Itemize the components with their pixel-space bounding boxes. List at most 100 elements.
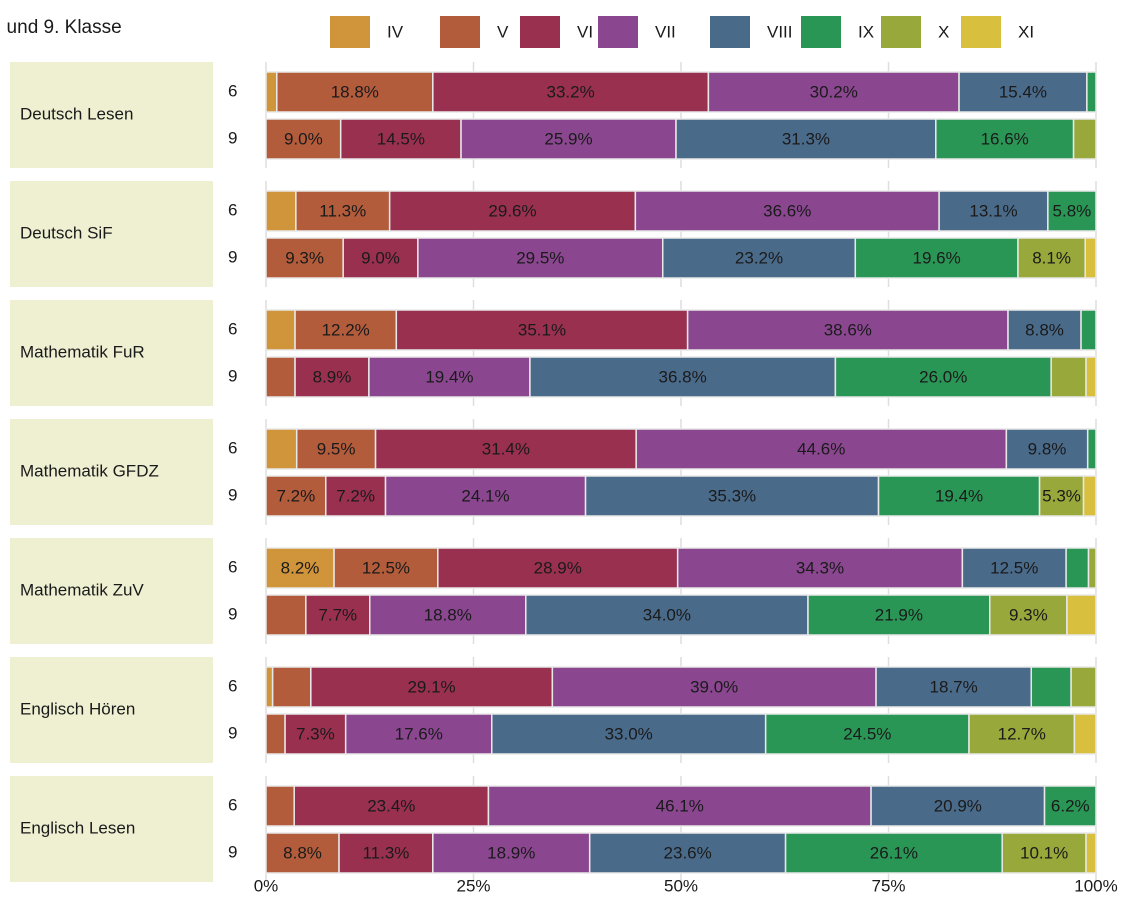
grade-label: 6 — [228, 438, 237, 457]
bar-label: 12.5% — [362, 558, 410, 577]
bar-segment — [265, 356, 296, 398]
legend-label: IX — [858, 22, 874, 41]
legend-swatch — [881, 16, 921, 48]
bar-label: 34.0% — [643, 605, 691, 624]
bar-segment — [432, 832, 591, 874]
bar-label: 26.0% — [919, 367, 967, 386]
bar-segment — [784, 832, 1003, 874]
bar-label: 29.6% — [488, 201, 536, 220]
bar-label: 16.6% — [981, 129, 1029, 148]
bar-label: 18.9% — [487, 843, 535, 862]
x-tick-label: 25% — [456, 876, 490, 895]
bar-label: 28.9% — [534, 558, 582, 577]
bar-label: 23.4% — [367, 796, 415, 815]
bar-segment — [1030, 666, 1072, 708]
bar-segment — [1001, 832, 1087, 874]
bar-label: 19.4% — [425, 367, 473, 386]
grade-label: 9 — [228, 485, 237, 504]
bar-label: 8.9% — [313, 367, 352, 386]
panel-label: Deutsch SiF — [20, 223, 113, 242]
bar-label: 9.0% — [361, 248, 400, 267]
x-tick-label: 50% — [664, 876, 698, 895]
bar-segment — [265, 547, 335, 589]
legend-label: VIII — [767, 22, 793, 41]
bar-segment — [1043, 785, 1097, 827]
bar-label: 34.3% — [796, 558, 844, 577]
bar-label: 26.1% — [870, 843, 918, 862]
bar-label: 25.9% — [544, 129, 592, 148]
bar-segment — [295, 428, 377, 470]
bar-segment — [271, 666, 312, 708]
panel-strip — [10, 419, 213, 525]
x-tick-label: 75% — [871, 876, 905, 895]
bar-segment — [1005, 428, 1089, 470]
bar-label: 20.9% — [934, 796, 982, 815]
bar-label: 8.2% — [281, 558, 320, 577]
bar-label: 8.8% — [1025, 320, 1064, 339]
legend-swatch — [330, 16, 370, 48]
bar-segment — [305, 594, 371, 636]
bar-segment — [935, 118, 1075, 160]
bar-segment — [310, 666, 554, 708]
bar-label: 5.8% — [1053, 201, 1092, 220]
bar-segment — [1065, 547, 1090, 589]
bar-segment — [339, 118, 462, 160]
grade-label: 9 — [228, 128, 237, 147]
grade-label: 6 — [228, 676, 237, 695]
bar-segment — [265, 71, 278, 113]
legend-swatch — [801, 16, 841, 48]
bar-segment — [989, 594, 1068, 636]
chart-title: . und 9. Klasse — [0, 17, 122, 38]
bar-label: 13.1% — [969, 201, 1017, 220]
bar-label: 7.3% — [296, 724, 335, 743]
grade-label: 6 — [228, 319, 237, 338]
bar-label: 14.5% — [377, 129, 425, 148]
bar-label: 11.3% — [362, 843, 409, 862]
bar-segment — [877, 475, 1041, 517]
panel-strip — [10, 300, 213, 406]
panel-label: Englisch Hören — [20, 699, 135, 718]
bar-segment — [1084, 237, 1097, 279]
bar-segment — [487, 785, 872, 827]
bar-segment — [1050, 356, 1087, 398]
bar-segment — [265, 713, 286, 755]
bar-label: 29.1% — [407, 677, 455, 696]
legend-label: VI — [577, 22, 593, 41]
bar-segment — [875, 666, 1033, 708]
bar-segment — [1085, 356, 1097, 398]
bar-label: 12.2% — [322, 320, 370, 339]
bar-segment — [293, 785, 490, 827]
bar-segment — [338, 832, 434, 874]
x-tick-label: 100% — [1074, 876, 1117, 895]
legend-label: V — [497, 22, 509, 41]
bar-label: 5.3% — [1042, 486, 1081, 505]
panel-label: Mathematik FuR — [20, 342, 145, 361]
bar-segment — [295, 190, 391, 232]
bar-segment — [938, 190, 1049, 232]
grade-label: 9 — [228, 247, 237, 266]
panel-label: Englisch Lesen — [20, 818, 135, 837]
grade-label: 6 — [228, 795, 237, 814]
bar-label: 15.4% — [999, 82, 1047, 101]
bar-segment — [807, 594, 991, 636]
grade-label: 6 — [228, 200, 237, 219]
bar-segment — [1017, 237, 1086, 279]
bar-label: 17.6% — [395, 724, 443, 743]
bar-label: 7.2% — [277, 486, 316, 505]
bar-segment — [265, 428, 298, 470]
bar-label: 10.1% — [1020, 843, 1068, 862]
bar-segment — [374, 428, 637, 470]
bar-label: 8.1% — [1032, 248, 1071, 267]
bar-label: 38.6% — [824, 320, 872, 339]
bar-label: 12.7% — [998, 724, 1046, 743]
legend-label: IV — [387, 22, 404, 41]
legend-label: X — [938, 22, 949, 41]
panel-strip — [10, 776, 213, 882]
bar-label: 29.5% — [516, 248, 564, 267]
bar-label: 44.6% — [797, 439, 845, 458]
bar-segment — [588, 832, 787, 874]
grade-label: 9 — [228, 723, 237, 742]
bar-segment — [834, 356, 1052, 398]
bar-label: 30.2% — [810, 82, 858, 101]
